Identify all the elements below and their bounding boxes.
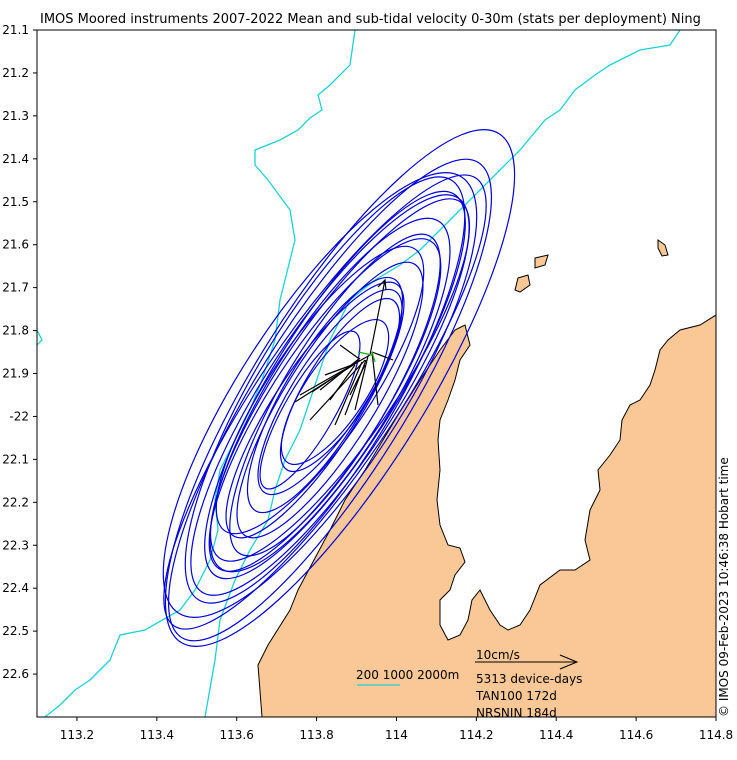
map-title: IMOS Moored instruments 2007-2022 Mean a… — [40, 12, 701, 27]
timestamp: © IMOS 09-Feb-2023 10:46:38 Hobart time — [717, 457, 731, 717]
x-tick-label: 114 — [385, 728, 408, 742]
y-tick-label: 21.4 — [2, 152, 29, 166]
y-tick-label: 22.2 — [2, 495, 29, 509]
x-tick-label: 114.4 — [539, 728, 573, 742]
y-tick-label: 22.4 — [2, 581, 29, 595]
y-tick-label: 21.3 — [2, 109, 29, 123]
highlight-arrows — [357, 351, 376, 363]
x-tick-label: 113.2 — [60, 728, 94, 742]
y-tick-label: -22 — [9, 409, 29, 423]
y-axis-ticks: 21.1 21.2 21.3 21.4 21.5 21.6 21.7 21.8 21.9 -22 2… — [2, 23, 37, 681]
x-tick-label: 114.8 — [699, 728, 733, 742]
y-tick-label: 22.1 — [2, 452, 29, 466]
y-tick-label: 22.5 — [2, 624, 29, 638]
plot-area — [37, 30, 716, 717]
y-tick-label: 21.7 — [2, 281, 29, 295]
device-days-label: 5313 device-days — [476, 672, 582, 686]
x-tick-label: 114.6 — [619, 728, 653, 742]
station-tan100: TAN100 172d — [475, 689, 557, 703]
y-tick-label: 21.9 — [2, 367, 29, 381]
isobath-legend-label: 200 1000 2000m — [356, 668, 459, 682]
x-tick-label: 113.4 — [140, 728, 174, 742]
velocity-scale-label: 10cm/s — [476, 648, 520, 662]
land-mass — [257, 314, 716, 717]
y-tick-label: 21.6 — [2, 238, 29, 252]
isobath-lines — [37, 30, 681, 717]
velocity-scale-arrow — [475, 654, 579, 670]
y-tick-label: 22.3 — [2, 538, 29, 552]
velocity-arrows — [294, 278, 394, 426]
variance-ellipses — [162, 129, 516, 647]
x-tick-label: 114.2 — [459, 728, 493, 742]
x-tick-label: 113.8 — [299, 728, 333, 742]
station-nrsnin: NRSNIN 184d — [476, 706, 557, 720]
x-tick-label: 113.6 — [220, 728, 254, 742]
y-tick-label: 21.8 — [2, 324, 29, 338]
x-axis-ticks: 113.2 113.4 113.6 113.8 114 114.2 114.4 114.6 11… — [60, 717, 733, 742]
y-tick-label: 21.2 — [2, 66, 29, 80]
y-tick-label: 21.1 — [2, 23, 29, 37]
y-tick-label: 21.5 — [2, 195, 29, 209]
y-tick-label: 22.6 — [2, 667, 29, 681]
